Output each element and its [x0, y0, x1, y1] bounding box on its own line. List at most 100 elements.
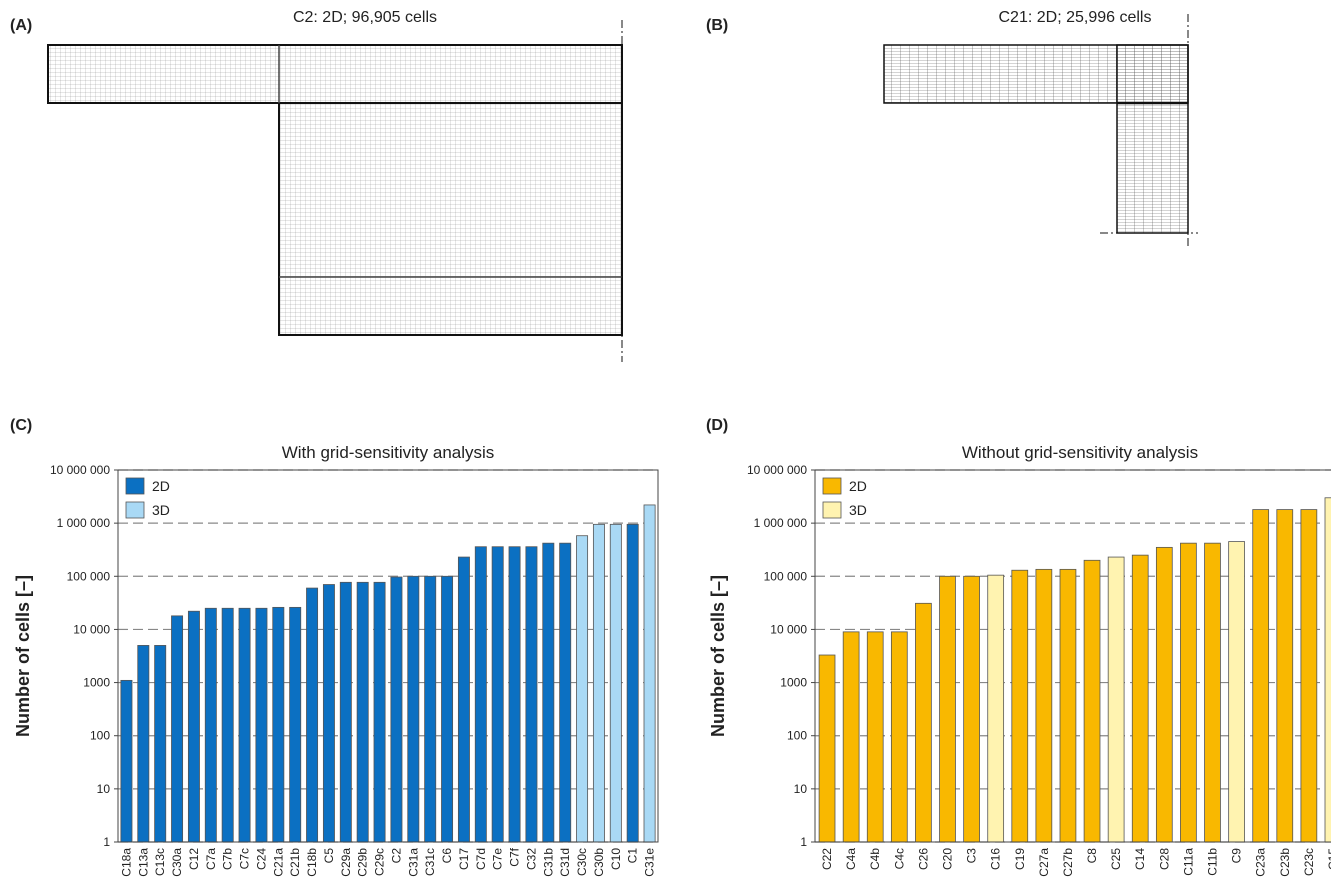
bar: [120, 679, 133, 843]
bar: [390, 576, 403, 843]
y-tick-label: 10 000: [73, 622, 110, 636]
bar: [441, 575, 454, 843]
x-tick-label: C4c: [892, 848, 906, 869]
bar: [1059, 568, 1077, 843]
panel-label: (B): [706, 17, 728, 34]
x-tick-label: C4b: [868, 848, 882, 870]
chart-title: Without grid-sensitivity analysis: [962, 443, 1198, 462]
x-tick-label: C23c: [1302, 848, 1316, 876]
bar: [626, 523, 639, 843]
bar: [204, 607, 217, 843]
x-tick-label: C29c: [373, 848, 387, 876]
x-tick-label: C22: [820, 848, 834, 870]
plot-frame: [814, 469, 1331, 843]
x-tick-label: C31a: [406, 848, 420, 877]
legend-swatch: [822, 477, 842, 495]
bar: [1155, 546, 1173, 843]
x-tick-label: C7c: [238, 848, 252, 869]
bar: [154, 645, 167, 843]
x-tick-label: C1: [626, 848, 640, 864]
mesh-title: C21: 2D; 25,996 cells: [999, 9, 1152, 26]
y-tick-label: 1000: [780, 676, 807, 690]
x-tick-label: C21a: [271, 848, 285, 877]
bar: [1204, 542, 1221, 843]
x-tick-label: C9: [1230, 848, 1244, 864]
y-tick-label: 1 000 000: [57, 516, 111, 530]
x-tick-label: C3: [965, 848, 979, 864]
bar: [939, 575, 956, 843]
x-tick-label: C7a: [204, 848, 218, 870]
y-tick-label: 1: [800, 835, 807, 849]
bar: [137, 645, 150, 843]
x-tick-label: C17: [457, 848, 471, 870]
x-tick-label: C14: [1133, 848, 1147, 870]
chart-title: With grid-sensitivity analysis: [282, 443, 495, 462]
bar: [373, 581, 386, 843]
bar: [457, 556, 470, 843]
legend-swatch: [822, 501, 842, 519]
bar: [171, 615, 184, 843]
legend-label: 2D: [152, 478, 170, 494]
x-tick-label: C31c: [423, 848, 437, 876]
y-tick-label: 10 000: [770, 622, 807, 636]
bar: [424, 575, 437, 843]
bar: [592, 523, 605, 843]
bar: [915, 602, 932, 843]
bar: [306, 587, 319, 843]
legend-swatch: [125, 477, 145, 495]
x-tick-label: C21b: [288, 848, 302, 877]
bar: [356, 581, 369, 843]
x-tick-label: C7b: [221, 848, 235, 870]
legend-label: 3D: [152, 502, 170, 518]
bar: [559, 542, 572, 843]
x-tick-label: C2: [389, 848, 403, 864]
x-tick-label: C10: [609, 848, 623, 870]
x-tick-label: C13a: [136, 848, 150, 877]
x-tick-label: C5: [322, 848, 336, 864]
bar: [255, 607, 268, 843]
bar: [1011, 569, 1029, 843]
bar: [1252, 509, 1270, 843]
x-tick-label: C16: [989, 848, 1003, 870]
x-tick-label: C31d: [558, 848, 572, 877]
x-tick-label: C31e: [643, 848, 657, 877]
bar: [643, 504, 656, 843]
panel-label: (D): [706, 417, 728, 434]
y-tick-label: 10: [794, 782, 808, 796]
y-tick-label: 100 000: [67, 569, 111, 583]
x-tick-label: C7f: [508, 847, 522, 866]
x-tick-label: C27b: [1061, 848, 1075, 877]
x-tick-label: C18b: [305, 848, 319, 877]
y-tick-label: 1 000 000: [754, 516, 808, 530]
x-tick-label: C32: [524, 848, 538, 870]
x-tick-label: C30c: [575, 848, 589, 876]
bar: [289, 606, 302, 843]
x-tick-label: C7e: [491, 848, 505, 870]
bar: [1107, 556, 1125, 843]
bar: [525, 546, 538, 843]
bar: [272, 606, 285, 843]
y-tick-label: 1: [103, 835, 110, 849]
x-tick-label: C28: [1157, 848, 1171, 870]
bar: [339, 581, 352, 843]
x-tick-label: C23a: [1254, 848, 1268, 877]
bar: [542, 542, 555, 843]
bar: [508, 546, 521, 843]
legend-label: 3D: [849, 502, 867, 518]
bar: [1083, 559, 1101, 843]
x-tick-label: C18a: [119, 848, 133, 877]
x-tick-label: C30a: [170, 848, 184, 877]
bar: [187, 610, 200, 843]
x-tick-label: C24: [254, 848, 268, 870]
bar: [491, 546, 504, 843]
x-tick-label: C25: [1109, 848, 1123, 870]
x-tick-label: C30b: [592, 848, 606, 877]
bar: [890, 631, 908, 843]
x-tick-label: C29b: [356, 848, 370, 877]
x-tick-label: C11a: [1181, 848, 1195, 876]
y-tick-label: 100: [787, 729, 807, 743]
bar: [238, 607, 251, 843]
y-axis-label: Number of cells [–]: [13, 575, 33, 737]
